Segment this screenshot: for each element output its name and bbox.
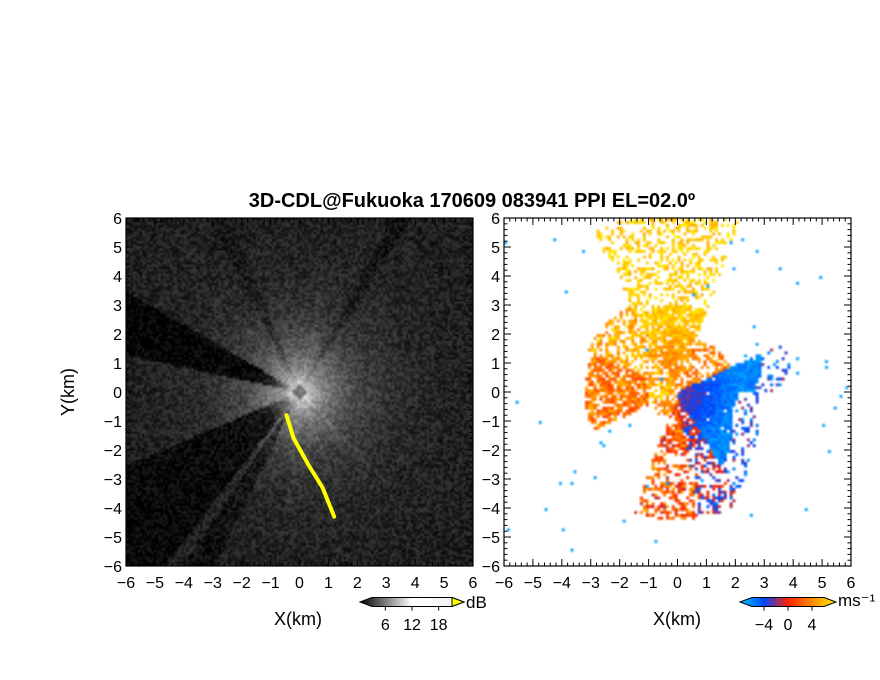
snr-colorbar-unit: dB [466, 593, 487, 612]
snr-x-tick-label: 0 [295, 575, 304, 592]
velocity-colorbar-tick-label: 0 [784, 617, 793, 634]
snr-x-tick-label: 1 [324, 575, 333, 592]
snr-axis-ticks: −6 −5 −4 −3 −2 −1 0 1 2 3 4 5 6 6 5 4 3 2 1 0 −1 −2 −3 −4 −5 −6 [104, 211, 478, 592]
velocity-x-tick-label: 5 [818, 575, 827, 592]
snr-x-axis-label: X(km) [274, 609, 322, 629]
velocity-x-tick-label: 1 [702, 575, 711, 592]
velocity-heatmap-image [504, 218, 851, 566]
snr-heatmap-image [126, 218, 473, 566]
snr-y-tick-label: 3 [113, 298, 122, 315]
snr-colorbar-tick-label: 6 [381, 617, 390, 634]
velocity-x-tick-label: 2 [731, 575, 740, 592]
velocity-axis-ticks: −6 −5 −4 −3 −2 −1 0 1 2 3 4 5 6 6 5 4 3 2 1 0 −1 −2 −3 −4 −5 −6 [482, 211, 856, 592]
velocity-y-tick-label: 0 [491, 385, 500, 402]
velocity-x-tick-label: −1 [639, 575, 657, 592]
velocity-x-tick-label: 4 [789, 575, 798, 592]
snr-x-tick-label: −1 [261, 575, 279, 592]
snr-y-tick-label: −3 [104, 472, 122, 489]
velocity-x-tick-label: 0 [673, 575, 682, 592]
velocity-colorbar-unit: ms⁻¹ [838, 591, 876, 610]
snr-colorbar: 6 12 18 dB [358, 593, 487, 634]
snr-x-tick-label: −4 [175, 575, 193, 592]
snr-y-axis-label: Y(km) [58, 368, 78, 416]
snr-x-tick-label: −5 [146, 575, 164, 592]
velocity-x-tick-label: 6 [847, 575, 856, 592]
velocity-y-tick-label: 5 [491, 240, 500, 257]
snr-y-tick-label: −4 [104, 501, 122, 518]
snr-x-tick-label: 3 [382, 575, 391, 592]
velocity-y-tick-label: 2 [491, 327, 500, 344]
velocity-colorbar-tick-label: −4 [755, 617, 773, 634]
snr-y-tick-label: −2 [104, 443, 122, 460]
velocity-x-tick-label: −6 [495, 575, 513, 592]
velocity-colorbar-tick-label: 4 [808, 617, 817, 634]
velocity-y-tick-label: −5 [482, 530, 500, 547]
snr-x-tick-label: 2 [353, 575, 362, 592]
snr-y-tick-label: −1 [104, 414, 122, 431]
velocity-y-tick-label: 4 [491, 269, 500, 286]
snr-colorbar-overflow [451, 596, 466, 608]
snr-x-tick-label: −6 [117, 575, 135, 592]
snr-y-tick-label: 4 [113, 269, 122, 286]
velocity-colorbar-bar [738, 597, 838, 607]
snr-colorbar-tick-label: 18 [430, 617, 448, 634]
velocity-x-tick-label: −2 [611, 575, 629, 592]
velocity-y-tick-label: −2 [482, 443, 500, 460]
velocity-x-axis-label: X(km) [653, 609, 701, 629]
velocity-colorbar: −4 0 4 ms⁻¹ [738, 591, 876, 634]
snr-colorbar-tick-label: 12 [403, 617, 421, 634]
snr-x-tick-label: −2 [233, 575, 251, 592]
velocity-x-tick-label: 3 [760, 575, 769, 592]
snr-y-tick-label: 1 [113, 356, 122, 373]
velocity-y-tick-label: −3 [482, 472, 500, 489]
snr-x-tick-label: 5 [440, 575, 449, 592]
snr-y-tick-label: 0 [113, 385, 122, 402]
snr-y-tick-label: 2 [113, 327, 122, 344]
snr-x-tick-label: 4 [411, 575, 420, 592]
snr-y-tick-label: 5 [113, 240, 122, 257]
snr-x-tick-label: −3 [204, 575, 222, 592]
velocity-y-tick-label: 3 [491, 298, 500, 315]
snr-colorbar-bar [358, 597, 466, 607]
velocity-y-tick-label: 1 [491, 356, 500, 373]
velocity-y-tick-label: 6 [491, 211, 500, 228]
velocity-panel: −6 −5 −4 −3 −2 −1 0 1 2 3 4 5 6 6 5 4 3 2 1 0 −1 −2 −3 −4 −5 −6 X… [482, 211, 876, 634]
snr-y-tick-label: −6 [104, 559, 122, 576]
highlight-feature [284, 413, 337, 519]
snr-y-tick-label: 6 [113, 211, 122, 228]
velocity-y-tick-label: −6 [482, 559, 500, 576]
figure-title: 3D-CDL@Fukuoka 170609 083941 PPI EL=02.0… [249, 190, 695, 212]
velocity-x-tick-label: −3 [582, 575, 600, 592]
velocity-y-tick-label: −1 [482, 414, 500, 431]
snr-y-tick-label: −5 [104, 530, 122, 547]
snr-x-tick-label: 6 [469, 575, 478, 592]
velocity-x-tick-label: −4 [553, 575, 571, 592]
velocity-x-tick-label: −5 [524, 575, 542, 592]
velocity-y-tick-label: −4 [482, 501, 500, 518]
